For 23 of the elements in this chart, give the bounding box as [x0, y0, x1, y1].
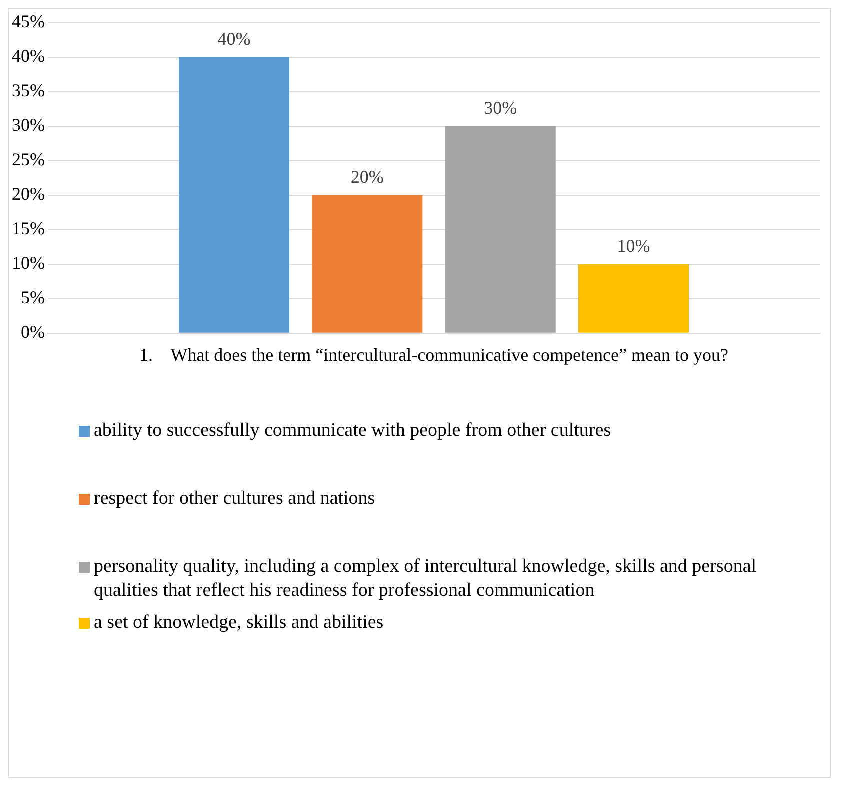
y-tick-label: 30%	[12, 115, 45, 136]
y-tick-label: 20%	[12, 184, 45, 204]
data-label: 20%	[350, 167, 384, 188]
data-label: 40%	[218, 29, 251, 50]
legend-label: respect for other cultures and nations	[94, 487, 376, 511]
y-tick-label: 40%	[12, 46, 45, 66]
y-tick-label: 45%	[12, 12, 45, 32]
y-tick-label: 35%	[12, 80, 45, 101]
legend-label: a set of knowledge, skills and abilities	[94, 611, 384, 635]
y-tick-label: 25%	[12, 150, 45, 170]
bar	[178, 57, 290, 333]
bar	[578, 264, 690, 333]
y-tick-label: 5%	[20, 288, 45, 308]
bar	[445, 126, 556, 333]
y-tick-label: 15%	[12, 218, 45, 239]
legend-label: ability to successfully communicate with people from other cultures	[94, 419, 612, 443]
y-tick-label: 0%	[20, 322, 45, 342]
x-tick-label: 1. What does the term “intercultural-communicative competence” mean to you?	[140, 344, 728, 365]
data-label: 30%	[484, 98, 518, 118]
legend-label: personality quality, including a complex of intercultural knowledge, skills and personal qualities that reflect his readiness for professional communication	[94, 555, 758, 603]
y-tick-label: 10%	[12, 253, 45, 274]
data-label: 10%	[617, 236, 650, 256]
bar	[312, 195, 423, 333]
